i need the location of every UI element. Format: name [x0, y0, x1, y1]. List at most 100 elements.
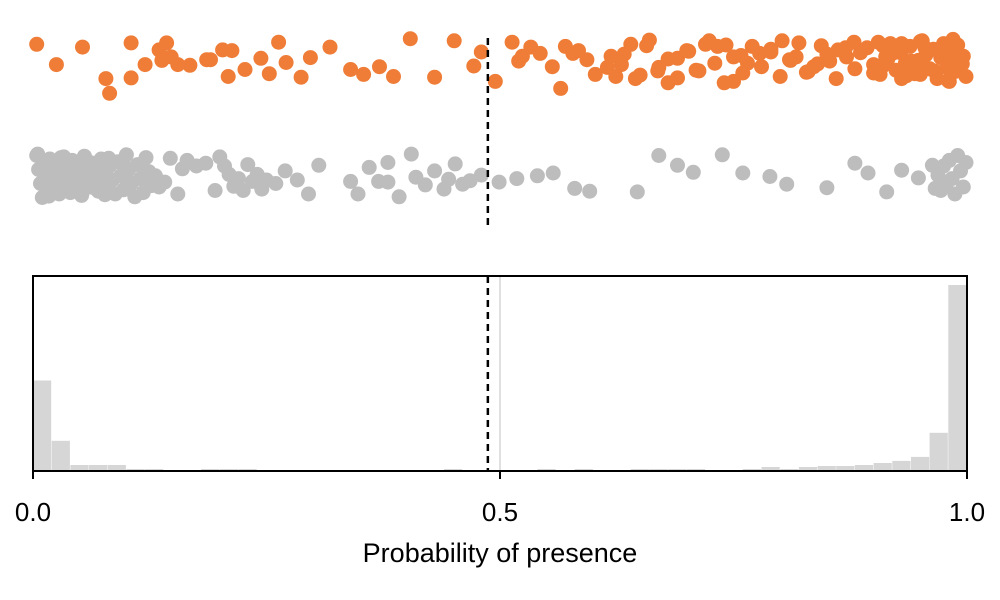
- strip-point: [582, 183, 598, 199]
- histogram-bar: [107, 465, 126, 471]
- strip-point: [207, 183, 223, 198]
- strip-point: [958, 69, 974, 84]
- histogram-bar: [51, 440, 70, 471]
- strip-point: [343, 173, 359, 189]
- strip-point: [170, 57, 186, 73]
- strip-panel: [29, 31, 974, 229]
- strip-point: [159, 35, 175, 51]
- strip-point: [772, 69, 788, 84]
- histogram-bar: [761, 467, 780, 471]
- strip-point: [838, 40, 854, 56]
- strip-point: [791, 35, 807, 51]
- x-axis-title: Probability of presence: [363, 538, 638, 568]
- strip-point: [33, 160, 49, 176]
- strip-point: [473, 167, 489, 183]
- strip-point: [587, 66, 603, 82]
- strip-point: [950, 55, 966, 70]
- strip-point: [182, 57, 198, 73]
- histogram-bar: [854, 465, 874, 471]
- strip-point: [553, 80, 569, 96]
- strip-point: [735, 165, 751, 181]
- strip-point: [441, 171, 457, 187]
- strip-point: [800, 64, 816, 80]
- strip-point: [762, 169, 778, 184]
- x-tick-label: 0.0: [15, 497, 51, 527]
- negative-series: [29, 146, 974, 205]
- strip-point: [670, 70, 685, 86]
- strip-point: [235, 183, 251, 198]
- strip-point: [75, 39, 90, 55]
- strip-point: [875, 58, 891, 74]
- strip-point: [356, 66, 372, 82]
- strip-point: [912, 34, 928, 49]
- strip-point: [203, 52, 218, 68]
- strip-point: [162, 150, 178, 166]
- strip-point: [391, 189, 407, 205]
- strip-point: [945, 31, 961, 47]
- strip-point: [940, 73, 956, 89]
- histogram-bar: [798, 467, 818, 471]
- strip-point: [123, 70, 139, 86]
- strip-point: [56, 149, 72, 165]
- strip-point: [198, 155, 214, 171]
- strip-point: [170, 186, 186, 202]
- strip-point: [910, 170, 926, 186]
- strip-point: [763, 44, 779, 60]
- strip-point: [253, 50, 269, 66]
- strip-point: [311, 157, 327, 173]
- histogram-bar: [817, 466, 836, 471]
- strip-point: [343, 62, 359, 77]
- strip-point: [894, 71, 910, 87]
- strip-point: [220, 69, 236, 84]
- strip-point: [744, 38, 760, 54]
- strip-point: [735, 65, 751, 81]
- strip-point: [102, 85, 118, 101]
- strip-point: [93, 173, 109, 189]
- strip-point: [237, 62, 253, 77]
- strip-point: [716, 75, 732, 91]
- strip-point: [532, 45, 548, 61]
- strip-point: [350, 186, 366, 202]
- strip-point: [859, 40, 875, 56]
- strip-point: [504, 34, 520, 50]
- strip-point: [157, 174, 173, 190]
- strip-point: [819, 180, 835, 196]
- strip-point: [402, 31, 418, 47]
- strip-point: [679, 43, 695, 59]
- strip-point: [417, 177, 433, 193]
- strip-point: [48, 57, 64, 73]
- strip-point: [462, 173, 478, 189]
- strip-point: [774, 33, 790, 49]
- strip-point: [641, 32, 657, 48]
- strip-point: [240, 157, 256, 173]
- strip-point: [579, 52, 595, 68]
- strip-point: [380, 174, 396, 190]
- strip-point: [101, 150, 117, 166]
- strip-point: [718, 37, 734, 53]
- positive-series: [29, 31, 974, 101]
- strip-point: [670, 157, 685, 173]
- strip-point: [41, 188, 57, 204]
- strip-point: [278, 55, 294, 70]
- strip-point: [386, 69, 401, 84]
- histogram-bar: [911, 456, 930, 471]
- x-axis-ticks: 0.0 0.5 1.0: [15, 471, 985, 527]
- strip-point: [707, 55, 723, 71]
- strip-point: [118, 147, 134, 163]
- strip-point: [894, 162, 910, 178]
- strip-point: [847, 155, 863, 171]
- strip-point: [567, 180, 583, 196]
- histogram-bar: [89, 465, 108, 471]
- strip-point: [544, 59, 560, 75]
- strip-point: [37, 174, 53, 190]
- strip-point: [623, 36, 639, 52]
- strip-point: [97, 187, 113, 203]
- strip-point: [89, 159, 105, 175]
- strip-point: [301, 186, 316, 202]
- strip-point: [884, 45, 900, 61]
- strip-point: [931, 41, 947, 57]
- strip-point: [123, 35, 139, 51]
- strip-point: [608, 69, 624, 84]
- x-tick-label: 1.0: [949, 497, 985, 527]
- strip-point: [754, 59, 769, 75]
